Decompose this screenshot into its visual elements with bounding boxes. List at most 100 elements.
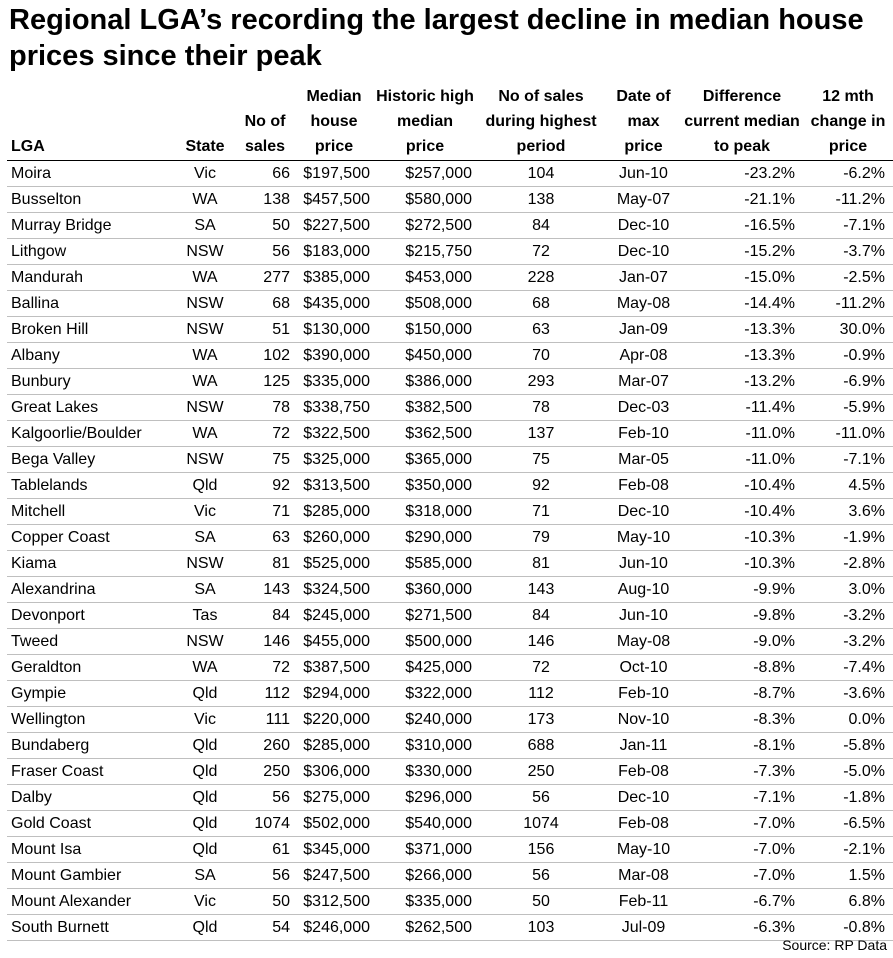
cell-lga: Kalgoorlie/Boulder [7,420,174,447]
cell-sales-highest-period: 92 [476,472,606,499]
cell-12-month-change: -2.8% [803,550,893,577]
cell-12-month-change: -6.5% [803,810,893,837]
cell-date-of-max-price: May-08 [606,290,681,317]
cell-lga: Geraldton [7,654,174,681]
cell-state: Qld [174,836,236,863]
cell-no-of-sales: 138 [236,186,294,213]
cell-sales-highest-period: 103 [476,914,606,941]
cell-lga: Mount Alexander [7,888,174,915]
cell-lga: Mandurah [7,264,174,291]
cell-12-month-change: -2.1% [803,836,893,863]
table-row: Wellington Vic 111 $220,000 $240,000 173 Nov-1… [7,706,893,733]
cell-date-of-max-price: May-10 [606,524,681,551]
cell-date-of-max-price: May-10 [606,836,681,863]
cell-state: Vic [174,160,236,187]
cell-lga: Mount Isa [7,836,174,863]
table-row: Dalby Qld 56 $275,000 $296,000 56 Dec-10 -7.1% -… [7,784,893,811]
cell-lga: Kiama [7,550,174,577]
cell-state: Tas [174,602,236,629]
table-row: Tweed NSW 146 $455,000 $500,000 146 May-08 -9.0… [7,628,893,655]
table-row: Alexandrina SA 143 $324,500 $360,000 143 Aug-1… [7,576,893,603]
cell-historic-high-price: $310,000 [374,732,476,759]
cell-lga: Copper Coast [7,524,174,551]
cell-12-month-change: 3.6% [803,498,893,525]
cell-no-of-sales: 92 [236,472,294,499]
cell-no-of-sales: 50 [236,212,294,239]
cell-no-of-sales: 71 [236,498,294,525]
cell-12-month-change: -11.0% [803,420,893,447]
cell-difference-to-peak: -11.0% [681,420,803,447]
cell-historic-high-price: $271,500 [374,602,476,629]
cell-lga: Busselton [7,186,174,213]
cell-date-of-max-price: Jul-09 [606,914,681,941]
cell-sales-highest-period: 84 [476,212,606,239]
cell-no-of-sales: 54 [236,914,294,941]
cell-historic-high-price: $150,000 [374,316,476,343]
cell-historic-high-price: $365,000 [374,446,476,473]
cell-no-of-sales: 72 [236,654,294,681]
cell-historic-high-price: $240,000 [374,706,476,733]
cell-12-month-change: -11.2% [803,290,893,317]
table-row: Mount Alexander Vic 50 $312,500 $335,000 50 Fe… [7,888,893,915]
cell-state: NSW [174,316,236,343]
cell-sales-highest-period: 63 [476,316,606,343]
cell-sales-highest-period: 72 [476,654,606,681]
cell-historic-high-price: $330,000 [374,758,476,785]
cell-12-month-change: -3.6% [803,680,893,707]
cell-median-house-price: $502,000 [294,810,374,837]
cell-date-of-max-price: Jan-11 [606,732,681,759]
cell-historic-high-price: $360,000 [374,576,476,603]
cell-no-of-sales: 277 [236,264,294,291]
cell-historic-high-price: $386,000 [374,368,476,395]
page-title: Regional LGA’s recording the largest dec… [9,4,864,72]
cell-lga: Mitchell [7,498,174,525]
cell-no-of-sales: 61 [236,836,294,863]
cell-date-of-max-price: Jan-09 [606,316,681,343]
cell-difference-to-peak: -10.4% [681,498,803,525]
cell-state: SA [174,862,236,889]
cell-median-house-price: $245,000 [294,602,374,629]
cell-median-house-price: $325,000 [294,446,374,473]
table-row: Copper Coast SA 63 $260,000 $290,000 79 May-10… [7,524,893,551]
table-row: Gympie Qld 112 $294,000 $322,000 112 Feb-10 -8.… [7,680,893,707]
cell-lga: Tablelands [7,472,174,499]
cell-difference-to-peak: -7.0% [681,836,803,863]
cell-state: WA [174,186,236,213]
cell-lga: Bunbury [7,368,174,395]
cell-lga: Wellington [7,706,174,733]
cell-state: Qld [174,758,236,785]
cell-date-of-max-price: Feb-10 [606,420,681,447]
cell-state: Qld [174,914,236,941]
column-header-historic-high-median-price: Historic high median price [374,84,476,161]
cell-no-of-sales: 72 [236,420,294,447]
cell-difference-to-peak: -21.1% [681,186,803,213]
table-row: Great Lakes NSW 78 $338,750 $382,500 78 Dec-03… [7,394,893,421]
table-row: Geraldton WA 72 $387,500 $425,000 72 Oct-10 -8.… [7,654,893,681]
cell-date-of-max-price: Dec-03 [606,394,681,421]
cell-state: NSW [174,628,236,655]
cell-no-of-sales: 1074 [236,810,294,837]
cell-median-house-price: $260,000 [294,524,374,551]
cell-median-house-price: $306,000 [294,758,374,785]
cell-lga: Albany [7,342,174,369]
cell-state: Vic [174,706,236,733]
cell-no-of-sales: 84 [236,602,294,629]
column-header-state: State [174,84,236,161]
cell-state: Qld [174,680,236,707]
cell-12-month-change: 30.0% [803,316,893,343]
cell-lga: South Burnett [7,914,174,941]
cell-date-of-max-price: Apr-08 [606,342,681,369]
cell-state: Vic [174,888,236,915]
cell-difference-to-peak: -7.0% [681,862,803,889]
cell-date-of-max-price: Feb-08 [606,472,681,499]
table-row: Lithgow NSW 56 $183,000 $215,750 72 Dec-10 -15.… [7,238,893,265]
cell-lga: Great Lakes [7,394,174,421]
cell-historic-high-price: $500,000 [374,628,476,655]
cell-date-of-max-price: Jun-10 [606,602,681,629]
cell-12-month-change: -2.5% [803,264,893,291]
cell-no-of-sales: 146 [236,628,294,655]
cell-lga: Dalby [7,784,174,811]
cell-12-month-change: 0.0% [803,706,893,733]
cell-sales-highest-period: 138 [476,186,606,213]
cell-12-month-change: 3.0% [803,576,893,603]
